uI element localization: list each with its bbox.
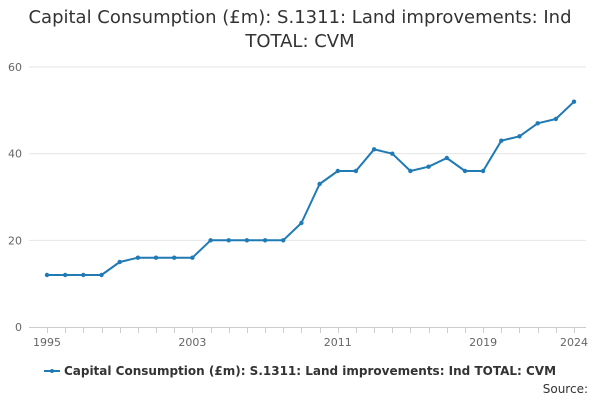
data-point (153, 255, 159, 260)
x-axis-tick-labels: 1995 2003 2011 2019 2024 (33, 336, 588, 349)
data-point (281, 238, 286, 243)
data-point (44, 272, 50, 278)
data-series (44, 99, 577, 278)
source-label: Source: (542, 382, 588, 396)
data-point (462, 168, 468, 174)
data-point (172, 255, 177, 260)
series-line (46, 100, 575, 276)
data-point (535, 121, 540, 126)
legend-label: Capital Consumption (£m): S.1311: Land i… (63, 364, 557, 378)
x-tick-label: 2003 (178, 336, 206, 349)
y-tick-label: 60 (8, 61, 22, 74)
data-point (226, 238, 231, 243)
data-point (81, 272, 86, 278)
x-tick-label: 2024 (560, 336, 588, 349)
x-axis (29, 327, 586, 333)
data-point (190, 255, 195, 260)
data-point (408, 168, 413, 174)
y-axis-tick-labels: 0 20 40 60 (8, 61, 22, 334)
chart-title: Capital Consumption (£m): S.1311: Land i… (28, 7, 572, 52)
y-tick-label: 0 (15, 321, 22, 334)
legend-line-marker-icon (43, 365, 60, 377)
data-point (262, 238, 268, 243)
data-point (135, 255, 141, 260)
data-point (426, 164, 431, 169)
x-tick-label: 1995 (33, 336, 61, 349)
legend-item[interactable]: Capital Consumption (£m): S.1311: Land i… (43, 364, 557, 378)
x-tick-label: 2019 (469, 336, 497, 349)
data-point (499, 138, 504, 143)
data-point (553, 116, 558, 122)
data-point (335, 168, 340, 174)
x-tick-label: 2011 (324, 336, 352, 349)
data-point (571, 99, 577, 104)
data-point (244, 238, 250, 243)
data-point (353, 168, 359, 174)
data-point (517, 134, 522, 139)
data-point (62, 272, 68, 278)
data-point (99, 272, 104, 278)
data-point (117, 259, 122, 265)
data-point (444, 155, 449, 161)
data-point (480, 168, 486, 174)
y-tick-label: 40 (8, 148, 22, 161)
chart-legend: Capital Consumption (£m): S.1311: Land i… (0, 364, 600, 380)
gridlines (29, 66, 586, 241)
data-point (299, 220, 304, 226)
data-point (371, 147, 377, 152)
data-point (390, 151, 395, 156)
y-tick-label: 20 (8, 234, 22, 247)
data-point (317, 181, 322, 187)
data-point (208, 238, 213, 243)
